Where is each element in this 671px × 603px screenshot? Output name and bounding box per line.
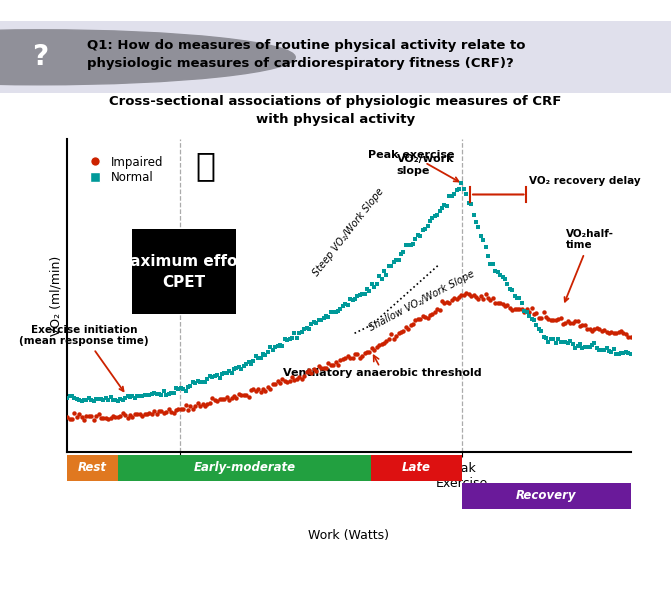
Text: Early-moderate: Early-moderate	[194, 461, 296, 474]
Text: ?: ?	[32, 43, 48, 71]
Text: Shallow VO₂/Work Slope: Shallow VO₂/Work Slope	[368, 269, 476, 333]
Text: Late: Late	[402, 461, 431, 474]
Text: Peak exercise: Peak exercise	[368, 150, 458, 182]
Text: Ventilatory anaerobic threshold: Ventilatory anaerobic threshold	[283, 368, 482, 377]
Text: VO₂/work
slope: VO₂/work slope	[397, 154, 454, 176]
Text: 🚴: 🚴	[195, 149, 215, 182]
Text: Maximum effort
CPET: Maximum effort CPET	[115, 253, 253, 289]
X-axis label: Work (Watts): Work (Watts)	[309, 529, 389, 542]
Text: VO₂ recovery delay: VO₂ recovery delay	[529, 176, 641, 186]
Bar	[132, 229, 236, 314]
Text: Exercise initiation
(mean response time): Exercise initiation (mean response time)	[19, 324, 149, 391]
Text: Rest: Rest	[78, 461, 107, 474]
Text: Q1: How do measures of routine physical activity relate to
physiologic measures : Q1: How do measures of routine physical …	[87, 39, 526, 70]
Legend: Impaired, Normal: Impaired, Normal	[79, 151, 168, 189]
Text: Recovery: Recovery	[516, 490, 576, 502]
Text: Cross-sectional associations of physiologic measures of CRF
with physical activi: Cross-sectional associations of physiolo…	[109, 95, 562, 126]
Y-axis label: VO₂ (ml/min): VO₂ (ml/min)	[50, 255, 63, 336]
Text: VO₂half-
time: VO₂half- time	[564, 229, 614, 302]
Circle shape	[0, 30, 295, 85]
Text: Steep VO₂/Work Slope: Steep VO₂/Work Slope	[311, 186, 386, 277]
